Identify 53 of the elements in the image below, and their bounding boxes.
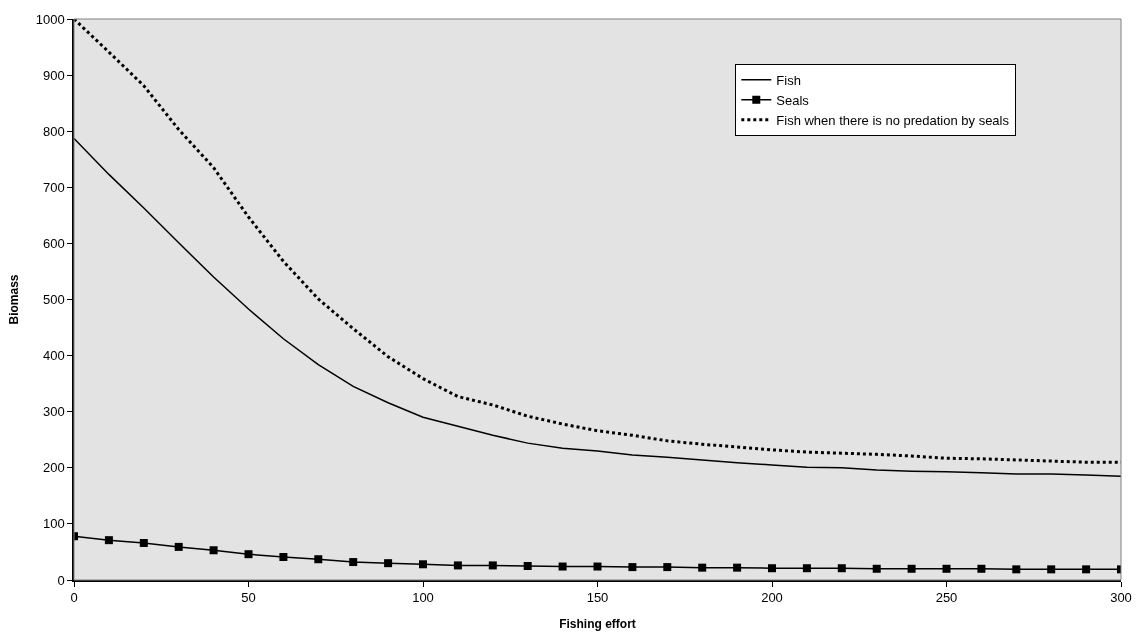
point: [453, 561, 462, 570]
point: [802, 564, 811, 573]
point: [314, 555, 323, 564]
point: [209, 546, 218, 555]
x-axis-title: Fishing effort: [559, 616, 636, 631]
point: [349, 558, 358, 567]
point: [1012, 565, 1021, 574]
legend-label: Fish: [776, 72, 801, 88]
x-tick-label: 300: [1110, 590, 1132, 606]
point: [942, 564, 951, 573]
y-tick-label: 600: [42, 235, 65, 251]
point: [244, 550, 253, 559]
y-tick-label: 800: [42, 123, 65, 139]
x-tick-label: 200: [761, 590, 783, 606]
point: [419, 560, 427, 569]
y-tick-label: 0: [57, 572, 65, 588]
line-series: [74, 137, 1121, 477]
point: [733, 563, 742, 572]
x-tick-label: 0: [70, 590, 78, 606]
y-tick-label: 100: [42, 516, 65, 532]
point: [523, 561, 532, 570]
point: [1047, 565, 1056, 574]
x-tick-label: 250: [935, 590, 958, 606]
point: [139, 538, 148, 547]
point: [593, 562, 602, 571]
y-axis-title: Biomass: [6, 274, 21, 325]
point: [698, 563, 707, 572]
point: [663, 563, 672, 572]
y-tick-label: 900: [42, 67, 65, 83]
y-tick-label: 200: [42, 460, 65, 476]
point: [907, 564, 916, 573]
y-tick-label: 700: [42, 179, 65, 195]
legend-label: Fish when there is no predation by seals: [776, 112, 1010, 128]
point: [488, 561, 497, 570]
point: [104, 536, 113, 545]
legend-label: Seals: [776, 92, 810, 108]
point: [768, 564, 776, 573]
x-tick-label: 100: [412, 590, 434, 606]
point: [1082, 565, 1091, 574]
y-tick-label: 300: [42, 404, 65, 420]
y-tick-label: 500: [42, 292, 65, 308]
x-tick-label: 50: [241, 590, 256, 606]
y-tick-label: 400: [42, 348, 65, 364]
point: [384, 559, 393, 568]
point: [628, 563, 637, 572]
y-tick-label: 1000: [35, 11, 65, 27]
point: [174, 542, 183, 551]
x-tick-label: 150: [586, 590, 609, 606]
point: [977, 564, 986, 573]
point: [837, 564, 846, 573]
point: [279, 553, 288, 561]
point: [558, 562, 567, 571]
point: [872, 564, 881, 573]
